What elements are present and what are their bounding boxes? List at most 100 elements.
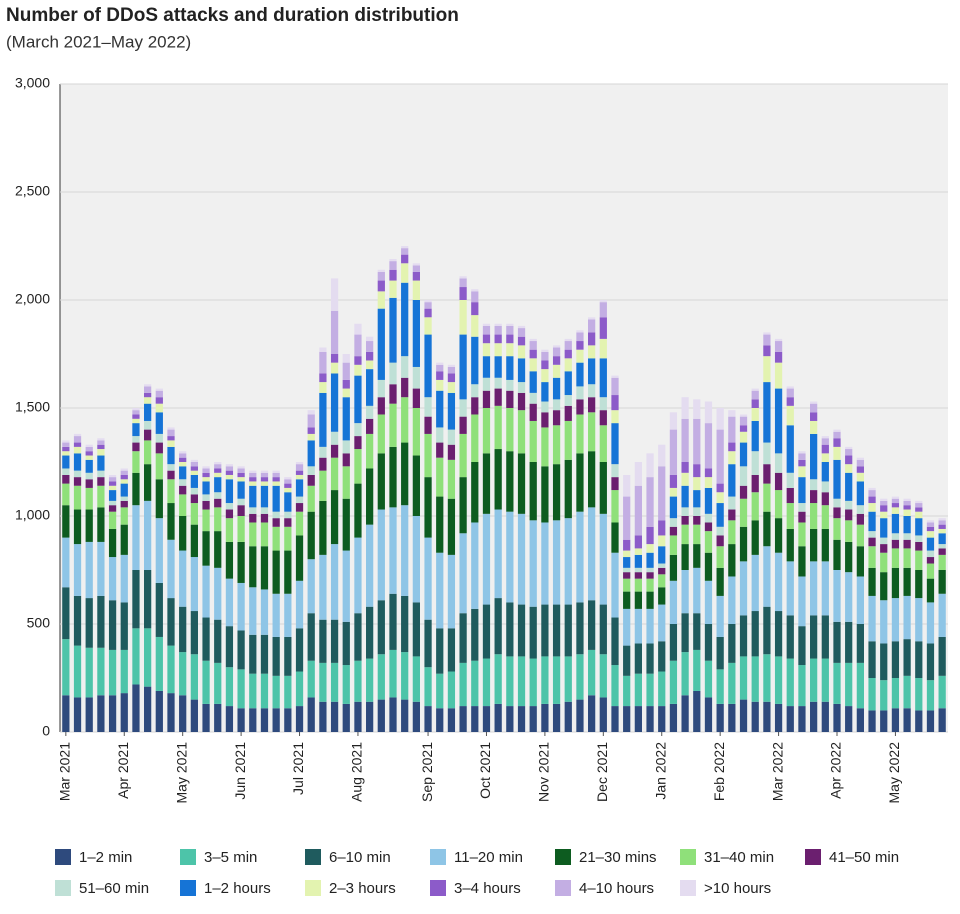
bar-segment bbox=[482, 325, 491, 335]
bar-segment bbox=[856, 662, 864, 709]
bar-segment bbox=[366, 405, 374, 419]
bar-segment bbox=[903, 675, 911, 709]
bar-segment bbox=[307, 474, 315, 486]
bar-segment bbox=[214, 662, 222, 704]
legend-text: 3–4 hours bbox=[454, 880, 521, 897]
bar-segment bbox=[658, 567, 666, 575]
bar-segment bbox=[190, 699, 198, 732]
bar-segment bbox=[97, 595, 105, 648]
bar-segment bbox=[319, 470, 327, 501]
bar-segment bbox=[599, 697, 607, 732]
bar-segment bbox=[611, 375, 619, 378]
bar-segment bbox=[810, 658, 818, 702]
bar-segment bbox=[202, 481, 210, 495]
bar-segment bbox=[926, 537, 935, 551]
bar-segment bbox=[774, 338, 783, 342]
bar-segment bbox=[471, 302, 479, 316]
bar-segment bbox=[272, 550, 280, 594]
bar-segment bbox=[739, 466, 748, 486]
bar-segment bbox=[891, 598, 900, 642]
bar-segment bbox=[704, 423, 713, 469]
bar-segment bbox=[132, 418, 140, 424]
bar-segment bbox=[366, 658, 374, 702]
bar-segment bbox=[225, 578, 234, 627]
bar-segment bbox=[424, 477, 432, 538]
bar-segment bbox=[436, 442, 444, 458]
bar-segment bbox=[155, 388, 163, 391]
bar-segment bbox=[330, 490, 339, 545]
legend-swatch bbox=[55, 880, 71, 896]
x-tick-label: Dec 2021 bbox=[594, 742, 610, 802]
bar-segment bbox=[821, 438, 829, 445]
bar-segment bbox=[669, 496, 678, 519]
bar-segment bbox=[62, 537, 70, 588]
bar-segment bbox=[354, 537, 362, 614]
bar-segment bbox=[202, 531, 210, 566]
bar-segment bbox=[517, 453, 526, 514]
bar-segment bbox=[552, 656, 561, 704]
bar-segment bbox=[541, 382, 549, 402]
bar-segment bbox=[658, 444, 666, 467]
bar-segment bbox=[646, 567, 654, 573]
bar-segment bbox=[389, 697, 397, 732]
bar-segment bbox=[482, 334, 491, 344]
bar-segment bbox=[810, 503, 818, 529]
bar-segment bbox=[926, 522, 935, 527]
bar-segment bbox=[97, 470, 105, 478]
bar-segment bbox=[845, 509, 853, 521]
bar-segment bbox=[926, 526, 935, 532]
bar-segment bbox=[120, 468, 128, 471]
bar-segment bbox=[588, 317, 596, 320]
bar-segment bbox=[494, 325, 502, 335]
bar-segment bbox=[214, 462, 222, 465]
bar-segment bbox=[202, 617, 210, 661]
legend-text: 21–30 mins bbox=[579, 849, 657, 866]
bar-segment bbox=[810, 401, 818, 404]
bar-segment bbox=[576, 602, 584, 655]
bar-segment bbox=[599, 410, 607, 426]
bar-segment bbox=[73, 453, 82, 471]
bar-segment bbox=[459, 278, 467, 288]
bar-segment bbox=[634, 485, 642, 536]
bar-segment bbox=[330, 362, 339, 374]
bar-segment bbox=[856, 505, 864, 514]
bar-segment bbox=[482, 513, 491, 605]
bar-segment bbox=[704, 531, 713, 553]
bar-segment bbox=[284, 593, 292, 637]
bar-segment bbox=[763, 334, 771, 346]
bar-segment bbox=[845, 621, 853, 663]
bar-segment bbox=[237, 708, 245, 732]
bar-segment bbox=[856, 472, 864, 482]
bar-segment bbox=[284, 526, 292, 551]
bar-segment bbox=[412, 280, 420, 300]
bar-segment bbox=[214, 703, 222, 732]
bar-segment bbox=[155, 453, 163, 480]
bar-segment bbox=[739, 442, 748, 467]
bar-segment bbox=[401, 699, 409, 732]
bar-segment bbox=[167, 446, 175, 465]
bar-segment bbox=[295, 671, 304, 707]
bar-segment bbox=[330, 278, 339, 311]
bar-segment bbox=[693, 464, 701, 478]
bar-segment bbox=[179, 485, 187, 495]
bar-segment bbox=[319, 662, 327, 702]
bar-segment bbox=[389, 261, 397, 270]
bar-segment bbox=[693, 690, 701, 732]
bar-segment bbox=[73, 442, 82, 447]
bar-segment bbox=[716, 535, 724, 547]
bar-segment bbox=[833, 429, 841, 432]
bar-segment bbox=[73, 595, 82, 646]
bar-segment bbox=[108, 485, 117, 491]
bar-segment bbox=[260, 485, 269, 508]
y-tick-label: 500 bbox=[27, 615, 51, 631]
bar-segment bbox=[295, 474, 304, 480]
bar-segment bbox=[821, 561, 829, 616]
bar-segment bbox=[482, 323, 491, 326]
bar-segment bbox=[447, 671, 456, 709]
bar-segment bbox=[623, 591, 631, 609]
bar-segment bbox=[424, 300, 432, 303]
bar-segment bbox=[903, 708, 911, 732]
bar-segment bbox=[552, 345, 561, 348]
bar-segment bbox=[225, 503, 234, 510]
bar-segment bbox=[167, 693, 175, 732]
